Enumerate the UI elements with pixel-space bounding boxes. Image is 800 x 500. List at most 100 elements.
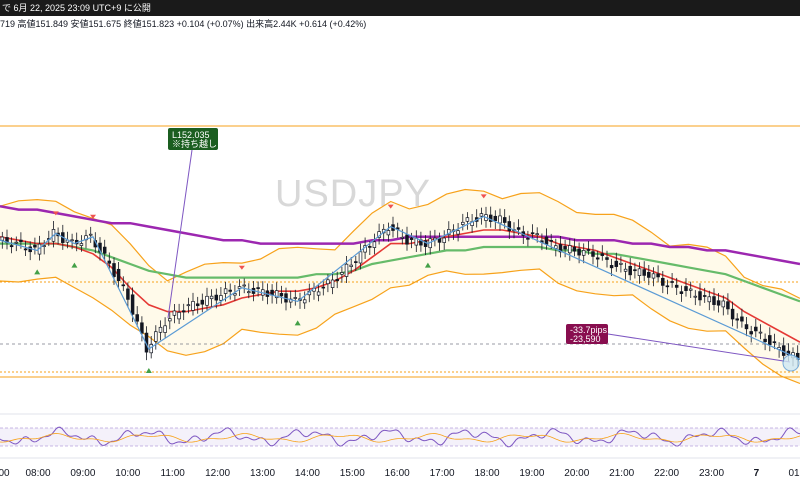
candle-body	[619, 262, 623, 265]
candle-body	[768, 335, 772, 346]
candle-body	[507, 221, 512, 232]
x-tick-label: 01	[788, 468, 800, 479]
candle-body	[563, 246, 567, 250]
candle-body	[228, 289, 232, 292]
candle-body	[698, 291, 702, 301]
candle-body	[0, 236, 5, 241]
x-tick-label: 00	[0, 468, 10, 479]
candle-body	[707, 296, 712, 303]
x-tick-label: 09:00	[70, 468, 95, 479]
candle-body	[70, 239, 74, 242]
candle-body	[637, 268, 642, 276]
candle-body	[242, 284, 246, 287]
oscillator-line	[0, 426, 800, 448]
candle-body	[247, 291, 251, 294]
candle-body	[772, 341, 777, 344]
publish-info-bar: で 6月 22, 2025 23:09 UTC+9 に公開	[0, 0, 800, 16]
candle-body	[758, 331, 763, 334]
candle-body	[358, 251, 363, 264]
candle-body	[256, 287, 260, 289]
candle-body	[781, 345, 786, 356]
candle-body	[316, 291, 321, 296]
candle-body	[665, 285, 670, 288]
candle-body	[42, 245, 46, 247]
result-annotation[interactable]: -33.7pips -23,590	[566, 324, 800, 372]
candle-body	[293, 297, 298, 299]
entry-note-label: ※持ち越し	[172, 138, 217, 149]
candle-body	[670, 281, 674, 283]
ma-fast-line	[0, 229, 800, 343]
horizontal-levels	[0, 125, 800, 378]
pivot-low-marker	[424, 262, 431, 268]
candle-body	[205, 295, 209, 306]
candle-body	[279, 292, 284, 297]
candle-body	[330, 279, 335, 288]
candle-body	[223, 288, 228, 294]
x-tick-label: 11:00	[161, 468, 186, 479]
x-tick-label: 15:00	[340, 468, 365, 479]
x-tick-label: 17:00	[430, 468, 455, 479]
candle-body	[79, 243, 84, 246]
pivot-high-marker	[52, 211, 59, 216]
candle-body	[23, 248, 28, 251]
candle-body	[488, 214, 493, 222]
candle-body	[679, 291, 684, 294]
candle-body	[568, 245, 572, 254]
candle-body	[200, 299, 205, 305]
x-tick-label: 20:00	[564, 468, 589, 479]
candle-body	[623, 268, 628, 272]
candle-body	[465, 217, 470, 222]
candle-body	[530, 232, 535, 235]
ma-mid-line	[0, 242, 800, 303]
candle-body	[107, 260, 112, 264]
candle-body	[572, 246, 577, 252]
candle-body	[526, 237, 530, 240]
candle-body	[186, 304, 191, 307]
candle-body	[112, 263, 116, 277]
candle-body	[368, 246, 372, 248]
pivot-low-marker	[294, 320, 301, 326]
pivot-markers	[34, 194, 487, 373]
x-tick-label: 14:00	[295, 468, 320, 479]
candle-body	[744, 324, 749, 330]
candle-body	[605, 257, 609, 260]
pivot-low-marker	[71, 262, 78, 268]
candle-body	[335, 279, 339, 282]
x-tick-label: 16:00	[385, 468, 410, 479]
candle-body	[344, 263, 349, 277]
candle-body	[740, 316, 744, 322]
candle-body	[716, 300, 721, 306]
bollinger-upper	[0, 188, 800, 299]
candle-body	[498, 215, 502, 224]
candle-body	[456, 230, 460, 235]
x-tick-label: 12:00	[205, 468, 230, 479]
candle-body	[140, 322, 144, 334]
candle-body	[33, 244, 37, 248]
candle-body	[158, 326, 163, 333]
candle-body	[702, 295, 707, 297]
candle-body	[135, 314, 139, 322]
candle-body	[674, 284, 679, 288]
candle-body	[237, 286, 242, 289]
candle-body	[372, 241, 377, 248]
entry-price-label: L152.035	[172, 130, 210, 140]
candle-body	[19, 239, 23, 243]
candle-body	[130, 294, 135, 315]
candle-body	[735, 318, 739, 321]
x-tick-label: 23:00	[699, 468, 724, 479]
x-tick-label: 22:00	[654, 468, 679, 479]
pivot-high-marker	[480, 194, 487, 199]
x-tick-label: 10:00	[115, 468, 140, 479]
x-tick-label: 18:00	[474, 468, 499, 479]
candle-body	[609, 265, 614, 269]
candle-body	[172, 310, 177, 316]
candle-body	[591, 251, 595, 257]
candle-body	[633, 269, 637, 272]
entry-annotation[interactable]: L152.035 ※持ち越し	[167, 128, 218, 319]
candle-body	[661, 277, 665, 286]
candle-body	[274, 290, 279, 299]
candle-body	[447, 229, 451, 236]
candle-body	[14, 241, 19, 244]
candle-body	[502, 217, 507, 223]
